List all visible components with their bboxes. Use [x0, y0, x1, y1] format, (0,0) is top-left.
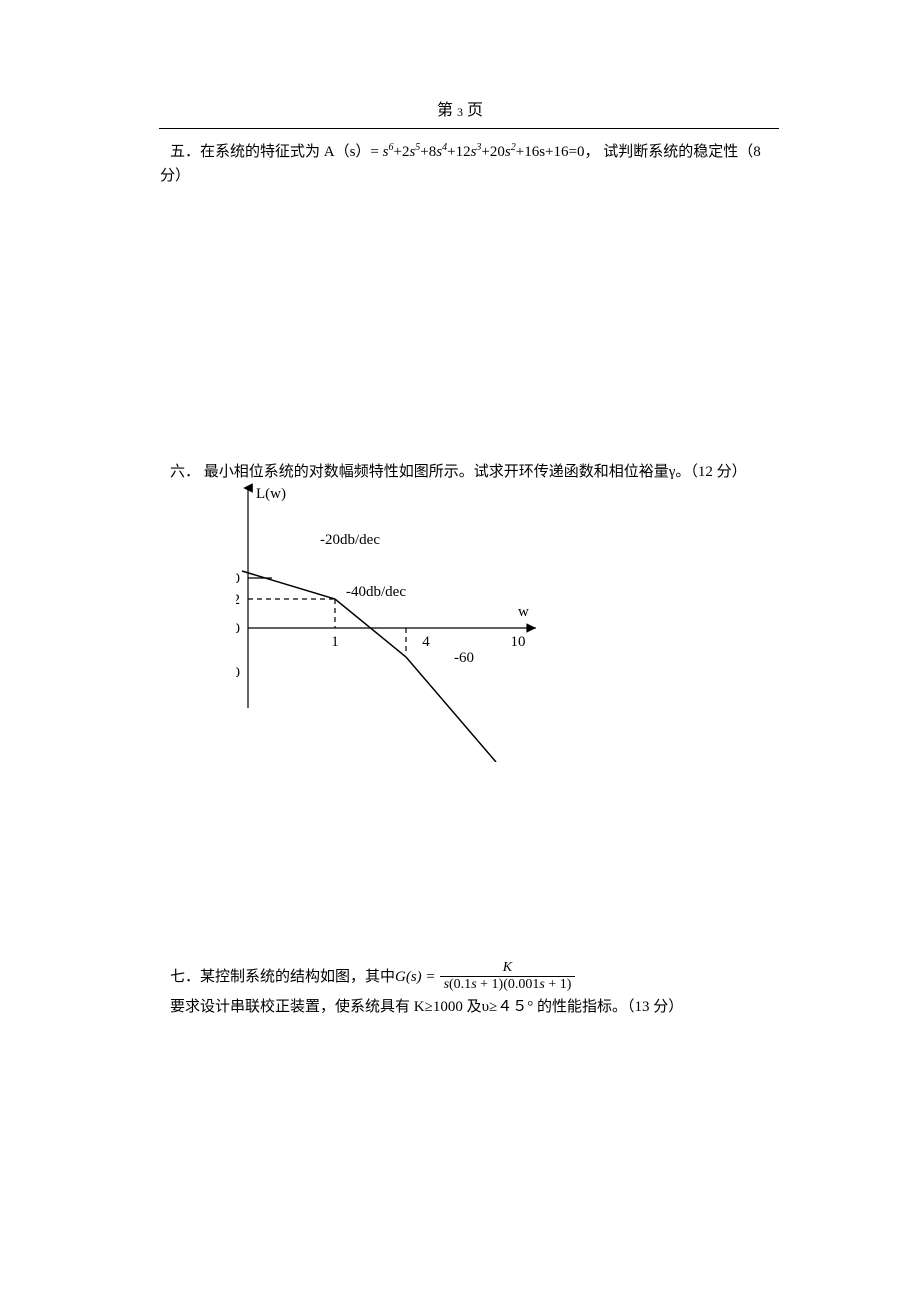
- q5-suffix: 试判断系统的稳定性（8: [603, 144, 761, 160]
- bode-dashed-lines: [248, 599, 406, 652]
- q5-line2: 分）: [160, 162, 190, 190]
- q7-line2: 要求设计串联校正装置，使系统具有 K≥1000 及υ≥４５° 的性能指标。（13…: [170, 993, 790, 1021]
- svg-text:-20db/dec: -20db/dec: [320, 532, 380, 548]
- q5-line1: 五．在系统的特征式为 A（s）= s6+2s5+8s4+12s3+20s2+16…: [170, 134, 790, 166]
- svg-text:-40db/dec: -40db/dec: [346, 584, 406, 600]
- q7-gs-eq: G(s) =: [395, 963, 436, 991]
- svg-text:L(w): L(w): [256, 486, 286, 502]
- q5-poly: s6+2s5+8s4+12s3+20s2+16s+16=0，: [383, 144, 600, 160]
- q7-fraction: K s(0.1s + 1)(0.001s + 1): [440, 960, 576, 993]
- bode-svg: L(w) w 20 12 0 -20 1 4 10 -20db/dec -40db/dec -60: [236, 482, 606, 762]
- q7-denominator: s(0.1s + 1)(0.001s + 1): [440, 977, 576, 993]
- header-suffix: 页: [467, 102, 483, 119]
- bode-plot: L(w) w 20 12 0 -20 1 4 10 -20db/dec -40db/dec -60: [236, 482, 606, 752]
- header-prefix: 第: [437, 102, 453, 119]
- bode-labels: L(w) w 20 12 0 -20 1 4 10 -20db/dec -40db/dec -60: [236, 486, 529, 681]
- header-rule: [159, 128, 779, 129]
- svg-text:w: w: [518, 604, 529, 620]
- svg-text:20: 20: [236, 571, 240, 587]
- svg-text:-60: -60: [454, 650, 474, 666]
- svg-text:10: 10: [511, 634, 526, 650]
- q5-prefix: 五．在系统的特征式为 A（s）=: [170, 144, 379, 160]
- q7: 七．某控制系统的结构如图，其中 G(s) = K s(0.1s + 1)(0.0…: [170, 960, 790, 1021]
- q7-prefix: 七．某控制系统的结构如图，其中: [170, 963, 395, 991]
- svg-text:12: 12: [236, 592, 240, 608]
- page-number: 3: [457, 105, 463, 119]
- page-header: 第 3 页: [0, 96, 920, 120]
- svg-text:-20: -20: [236, 665, 240, 681]
- q7-line1: 七．某控制系统的结构如图，其中 G(s) = K s(0.1s + 1)(0.0…: [170, 960, 790, 993]
- svg-text:4: 4: [422, 634, 430, 650]
- svg-text:1: 1: [331, 634, 339, 650]
- exam-page: 第 3 页 五．在系统的特征式为 A（s）= s6+2s5+8s4+12s3+2…: [0, 0, 920, 1302]
- svg-text:0: 0: [236, 621, 240, 637]
- q7-numerator: K: [499, 960, 516, 976]
